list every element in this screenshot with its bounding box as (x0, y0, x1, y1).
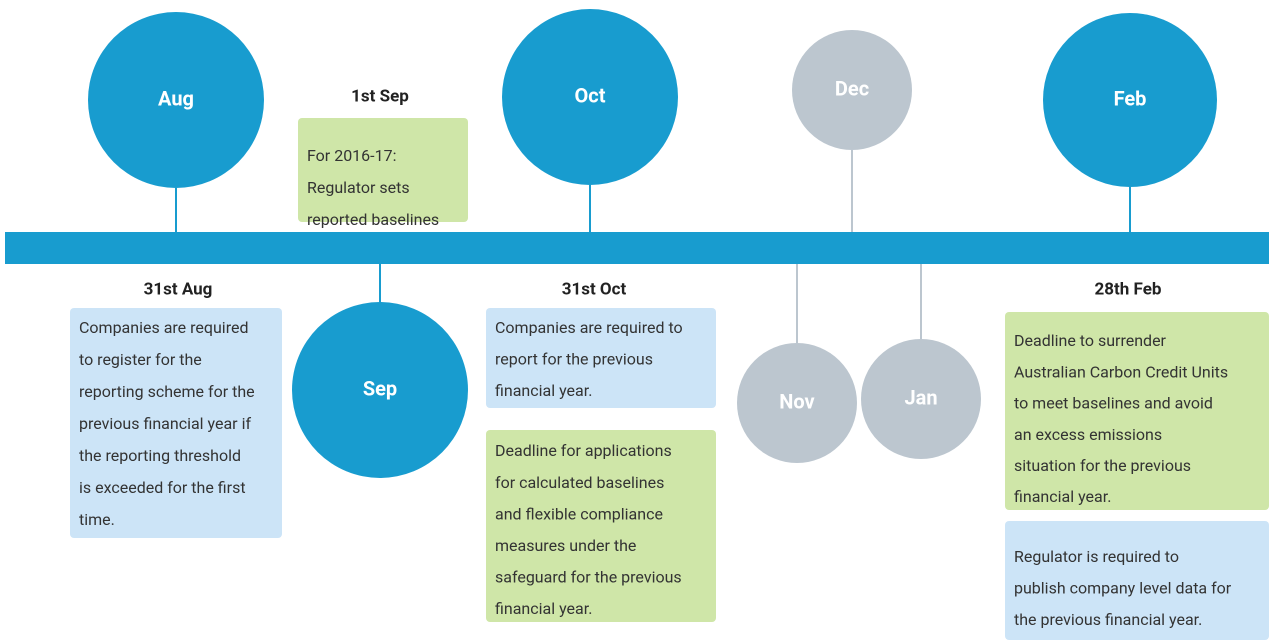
month-label: Jan (904, 385, 937, 409)
month-circle (292, 302, 468, 478)
month-label: Oct (575, 83, 606, 107)
note-line: financial year. (495, 599, 592, 618)
note-line: Companies are required to (495, 318, 683, 337)
note-box (486, 308, 716, 408)
note-line: reporting scheme for the (79, 382, 255, 401)
note-box (1005, 521, 1269, 640)
note-line: Australian Carbon Credit Units (1014, 362, 1228, 381)
note-line: to meet baselines and avoid (1014, 394, 1213, 413)
note-line: is exceeded for the first (79, 478, 246, 497)
month-circle (88, 12, 264, 188)
month-circle (1043, 13, 1217, 187)
month-label: Feb (1114, 86, 1147, 110)
note-box (1005, 312, 1269, 510)
note-line: Regulator sets (307, 178, 410, 197)
timeline-bar (5, 232, 1269, 264)
note-line: Regulator is required to (1014, 547, 1179, 566)
note-line: and flexible compliance (495, 504, 663, 523)
month-circle (792, 30, 912, 150)
note-line: to register for the (79, 350, 202, 369)
month-circle (502, 9, 678, 185)
note-box (298, 118, 468, 222)
note-line: for calculated baselines (495, 473, 664, 492)
note-line: the previous financial year. (1014, 610, 1202, 629)
note-line: publish company level data for (1014, 579, 1232, 598)
note-line: previous financial year if (79, 414, 251, 433)
note-line: financial year. (495, 381, 592, 400)
month-label: Dec (835, 76, 869, 100)
month-circle (861, 339, 981, 459)
deadline-date: 28th Feb (1095, 279, 1162, 299)
note-box (486, 430, 716, 622)
note-line: safeguard for the previous (495, 568, 682, 587)
note-line: measures under the (495, 536, 636, 555)
deadline-date: 1st Sep (351, 86, 409, 106)
note-line: an excess emissions (1014, 425, 1162, 444)
note-line: Deadline for applications (495, 441, 672, 460)
month-label: Aug (158, 86, 194, 110)
note-box (70, 308, 282, 538)
note-line: time. (79, 510, 115, 529)
note-line: reported baselines (307, 210, 439, 229)
month-label: Sep (363, 376, 397, 400)
deadline-date: 31st Aug (144, 279, 213, 299)
note-line: report for the previous (495, 350, 653, 369)
note-line: financial year. (1014, 487, 1111, 506)
deadline-date: 31st Oct (562, 279, 627, 299)
month-circle (737, 343, 857, 463)
note-line: For 2016-17: (307, 146, 396, 165)
note-line: situation for the previous (1014, 456, 1191, 475)
note-line: the reporting threshold (79, 446, 241, 465)
note-line: Deadline to surrender (1014, 331, 1167, 350)
month-label: Nov (779, 389, 814, 413)
note-line: Companies are required (79, 318, 248, 337)
